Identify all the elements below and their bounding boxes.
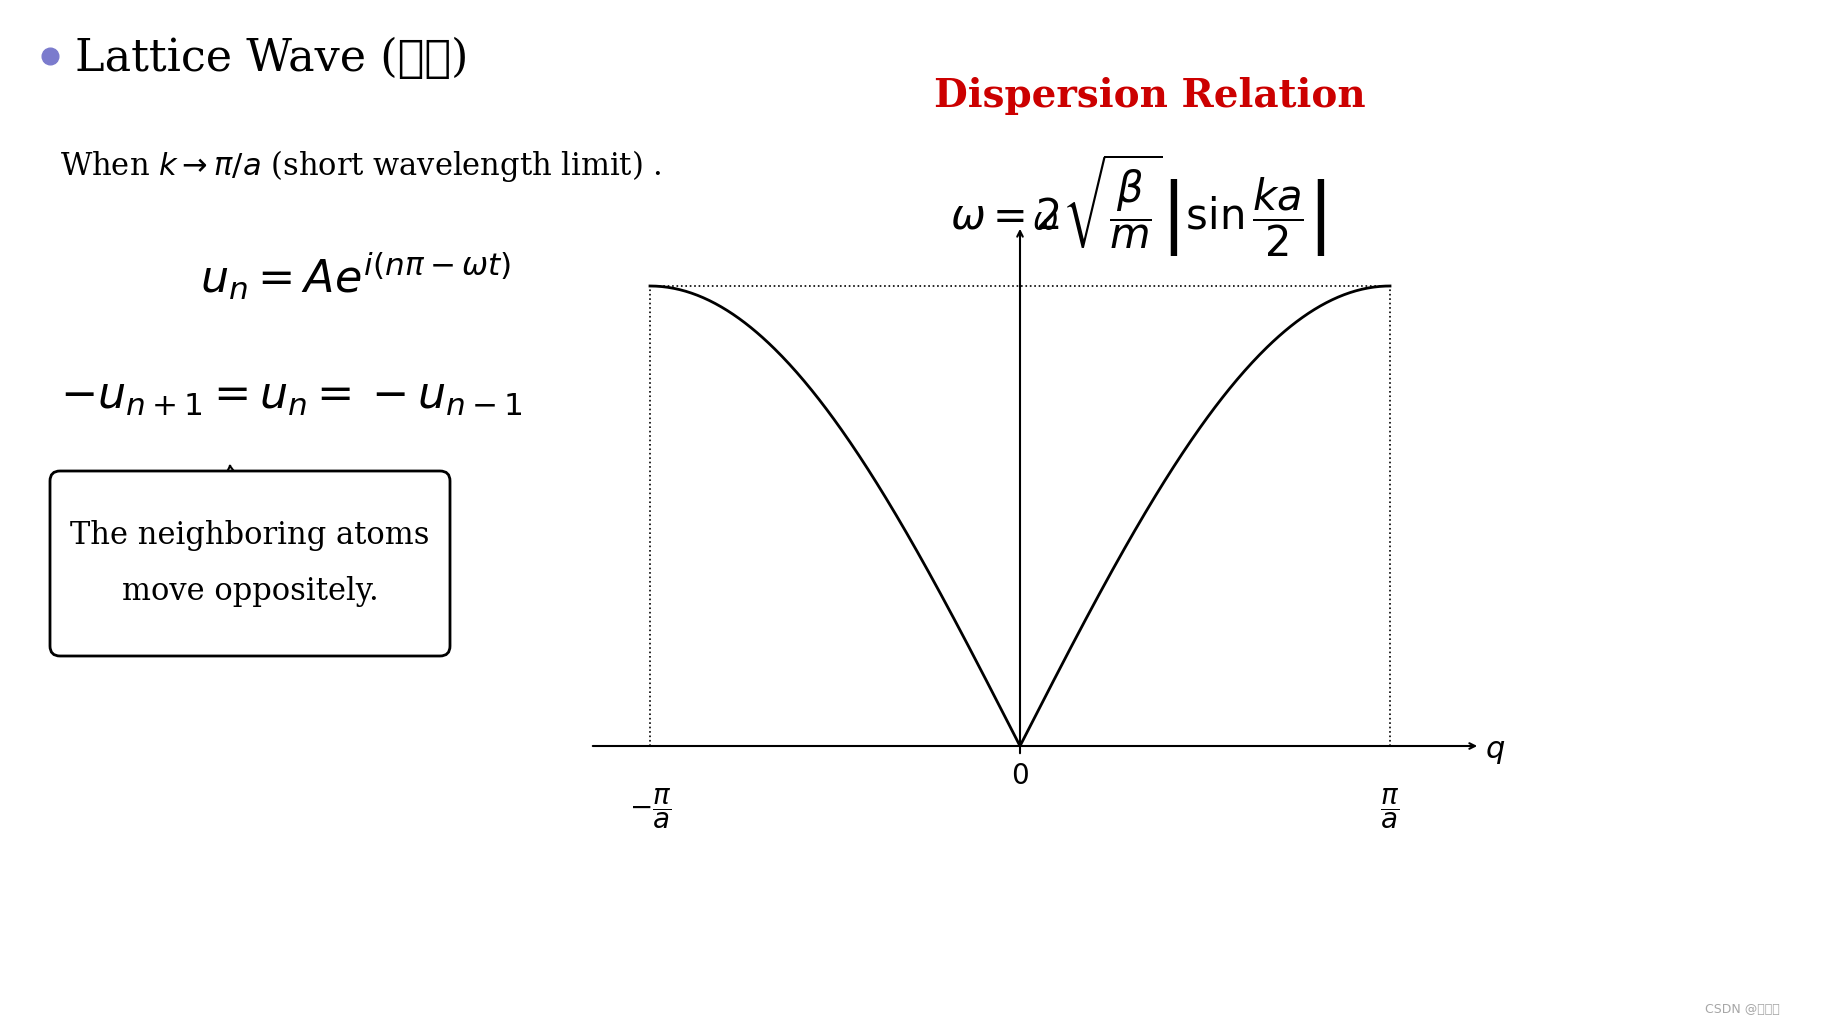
Text: $0$: $0$ [1011,762,1029,789]
Text: move oppositely.: move oppositely. [121,576,379,607]
Text: When $k\rightarrow\pi/a$ (short wavelength limit) .: When $k\rightarrow\pi/a$ (short waveleng… [61,148,662,184]
Text: $-\dfrac{\pi}{a}$: $-\dfrac{\pi}{a}$ [629,786,671,831]
Text: Lattice Wave (格波): Lattice Wave (格波) [75,36,469,80]
FancyBboxPatch shape [50,471,450,656]
Text: $\omega = 2\sqrt{\dfrac{\beta}{m}}\left|\sin\dfrac{ka}{2}\right|$: $\omega = 2\sqrt{\dfrac{\beta}{m}}\left|… [950,152,1325,259]
Text: CSDN @庐正安: CSDN @庐正安 [1706,1003,1779,1016]
Text: $q$: $q$ [1485,736,1505,767]
Text: Dispersion Relation: Dispersion Relation [934,77,1366,115]
Text: $\dfrac{\pi}{a}$: $\dfrac{\pi}{a}$ [1380,786,1399,831]
Text: The neighboring atoms: The neighboring atoms [70,520,430,551]
Text: $-u_{n+1} = u_n = -u_{n-1}$: $-u_{n+1} = u_n = -u_{n-1}$ [61,374,522,418]
Text: $u_n = Ae^{i(n\pi-\omega t)}$: $u_n = Ae^{i(n\pi-\omega t)}$ [200,250,511,301]
Text: $\omega$: $\omega$ [1031,205,1059,236]
